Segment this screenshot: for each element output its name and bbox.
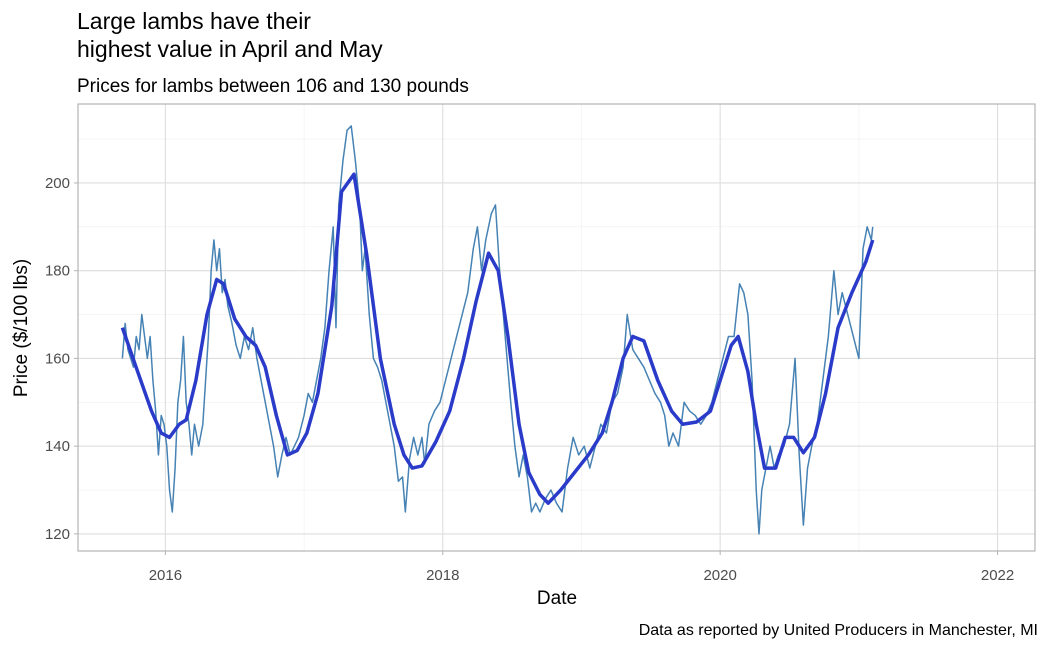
chart-title: highest value in April and May	[77, 36, 383, 62]
x-tick-label: 2016	[149, 567, 182, 584]
series-line	[121, 125, 874, 535]
x-tick-label: 2020	[703, 567, 736, 584]
y-tick-label: 160	[45, 350, 70, 367]
panel-border	[77, 103, 1036, 552]
x-axis-title: Date	[537, 588, 577, 609]
x-tick-label: 2022	[981, 567, 1014, 584]
y-tick-label: 200	[45, 175, 70, 192]
x-tick-label: 2018	[426, 567, 459, 584]
series-line	[120, 172, 875, 505]
y-tick-label: 140	[45, 438, 70, 455]
caption: Data as reported by United Producers in …	[639, 622, 1038, 639]
y-tick-label: 120	[45, 526, 70, 543]
chart-title: Large lambs have their	[77, 8, 311, 34]
y-tick-label: 180	[45, 263, 70, 280]
chart-subtitle: Prices for lambs between 106 and 130 pou…	[77, 76, 469, 97]
y-axis-title: Price ($/100 lbs)	[11, 259, 32, 397]
